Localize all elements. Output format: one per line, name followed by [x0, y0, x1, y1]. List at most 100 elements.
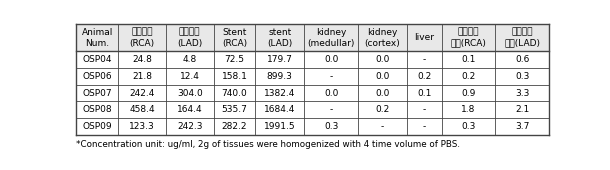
Bar — [256, 24, 304, 51]
Text: 304.0: 304.0 — [177, 89, 203, 98]
Bar — [304, 51, 358, 68]
Bar — [304, 24, 358, 51]
Bar — [442, 51, 495, 68]
Text: OSP07: OSP07 — [82, 89, 112, 98]
Text: -: - — [329, 72, 332, 81]
Text: 458.4: 458.4 — [129, 105, 155, 114]
Text: 관상동맥
(LAD): 관상동맥 (LAD) — [177, 28, 203, 48]
Text: 0.3: 0.3 — [324, 122, 339, 131]
Text: -: - — [423, 105, 426, 114]
Bar — [118, 101, 166, 118]
Bar — [304, 118, 358, 135]
Bar — [358, 51, 407, 68]
Text: 535.7: 535.7 — [221, 105, 248, 114]
Text: 242.3: 242.3 — [177, 122, 203, 131]
Bar — [214, 118, 256, 135]
Bar — [118, 85, 166, 101]
Text: 242.4: 242.4 — [129, 89, 154, 98]
Text: 1382.4: 1382.4 — [264, 89, 295, 98]
Text: OSP04: OSP04 — [82, 55, 112, 64]
Bar — [166, 118, 214, 135]
Bar — [358, 118, 407, 135]
Text: 899.3: 899.3 — [267, 72, 293, 81]
Text: 179.7: 179.7 — [267, 55, 293, 64]
Text: -: - — [329, 105, 332, 114]
Bar — [495, 118, 549, 135]
Text: kidney
(medullar): kidney (medullar) — [307, 28, 355, 48]
Bar — [358, 101, 407, 118]
Bar — [407, 118, 442, 135]
Text: 0.0: 0.0 — [324, 55, 339, 64]
Bar — [256, 101, 304, 118]
Text: kidney
(cortex): kidney (cortex) — [365, 28, 400, 48]
Text: 164.4: 164.4 — [177, 105, 203, 114]
Text: 관상동맥
(RCA): 관상동맥 (RCA) — [129, 28, 154, 48]
Text: 21.8: 21.8 — [132, 72, 152, 81]
Text: 0.1: 0.1 — [417, 89, 431, 98]
Text: 1.8: 1.8 — [461, 105, 476, 114]
Bar — [358, 85, 407, 101]
Text: -: - — [423, 55, 426, 64]
Bar — [442, 101, 495, 118]
Text: 2.1: 2.1 — [515, 105, 529, 114]
Bar — [214, 51, 256, 68]
Text: 심장근육
조직(LAD): 심장근육 조직(LAD) — [504, 28, 540, 48]
Text: 3.7: 3.7 — [515, 122, 529, 131]
Text: 0.3: 0.3 — [515, 72, 529, 81]
Text: Animal
Num.: Animal Num. — [82, 28, 113, 48]
Text: 72.5: 72.5 — [224, 55, 245, 64]
Bar — [76, 24, 118, 51]
Bar — [358, 24, 407, 51]
Bar — [214, 24, 256, 51]
Bar — [407, 68, 442, 85]
Text: 1991.5: 1991.5 — [264, 122, 296, 131]
Text: 0.2: 0.2 — [375, 105, 390, 114]
Text: 0.9: 0.9 — [461, 89, 476, 98]
Bar — [304, 85, 358, 101]
Bar — [256, 51, 304, 68]
Text: 1684.4: 1684.4 — [264, 105, 295, 114]
Bar — [304, 101, 358, 118]
Text: 158.1: 158.1 — [221, 72, 248, 81]
Bar — [166, 68, 214, 85]
Text: 0.3: 0.3 — [461, 122, 476, 131]
Text: 3.3: 3.3 — [515, 89, 529, 98]
Text: 740.0: 740.0 — [221, 89, 247, 98]
Bar — [442, 85, 495, 101]
Text: OSP06: OSP06 — [82, 72, 112, 81]
Text: Stent
(RCA): Stent (RCA) — [222, 28, 247, 48]
Text: 0.0: 0.0 — [375, 89, 390, 98]
Text: 0.0: 0.0 — [375, 72, 390, 81]
Bar — [214, 68, 256, 85]
Text: 0.0: 0.0 — [324, 89, 339, 98]
Bar — [76, 118, 118, 135]
Bar — [76, 101, 118, 118]
Bar — [166, 24, 214, 51]
Text: 24.8: 24.8 — [132, 55, 152, 64]
Bar — [214, 85, 256, 101]
Bar — [76, 68, 118, 85]
Bar — [118, 24, 166, 51]
Bar — [407, 85, 442, 101]
Bar — [358, 68, 407, 85]
Bar — [256, 85, 304, 101]
Text: OSP08: OSP08 — [82, 105, 112, 114]
Text: 심장근육
조직(RCA): 심장근육 조직(RCA) — [450, 28, 486, 48]
Bar — [76, 85, 118, 101]
Bar — [256, 68, 304, 85]
Text: 12.4: 12.4 — [180, 72, 199, 81]
Text: *Concentration unit: ug/ml, 2g of tissues were homogenized with 4 time volume of: *Concentration unit: ug/ml, 2g of tissue… — [76, 140, 461, 149]
Bar — [304, 68, 358, 85]
Text: -: - — [381, 122, 384, 131]
Bar — [76, 51, 118, 68]
Text: liver: liver — [414, 33, 434, 42]
Bar — [495, 68, 549, 85]
Text: stent
(LAD): stent (LAD) — [267, 28, 292, 48]
Text: 282.2: 282.2 — [221, 122, 247, 131]
Text: 0.2: 0.2 — [461, 72, 476, 81]
Bar — [166, 51, 214, 68]
Bar — [214, 101, 256, 118]
Bar — [118, 118, 166, 135]
Text: -: - — [423, 122, 426, 131]
Bar — [442, 24, 495, 51]
